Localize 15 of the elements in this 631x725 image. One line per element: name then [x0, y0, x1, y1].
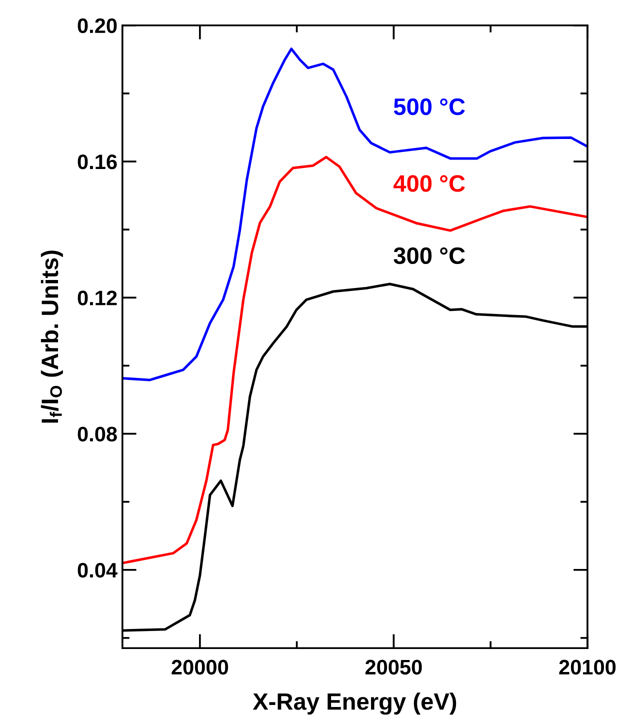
line-series	[122, 48, 588, 382]
x-tick-label: 20050	[365, 660, 422, 675]
y-tick-label: 0.16	[78, 154, 117, 170]
line-series	[122, 156, 588, 564]
y-tick-label: 0.08	[78, 426, 117, 442]
x-tick-label: 20000	[172, 660, 228, 675]
x-tick-label: 20100	[559, 660, 616, 675]
y-tick-label: 0.12	[78, 290, 117, 306]
y-axis-title: I$_{f}$/I$_{O}$ (Arb. Units)	[40, 250, 63, 423]
x-axis-title: X-Ray Energy (eV)	[252, 692, 456, 715]
y-tick-label: 0.04	[78, 562, 118, 578]
series-label: 500 °C	[394, 98, 465, 116]
series-label: 400 °C	[393, 175, 465, 192]
series-label: 300 °C	[394, 247, 465, 264]
y-tick-label: 0.20	[78, 18, 117, 34]
